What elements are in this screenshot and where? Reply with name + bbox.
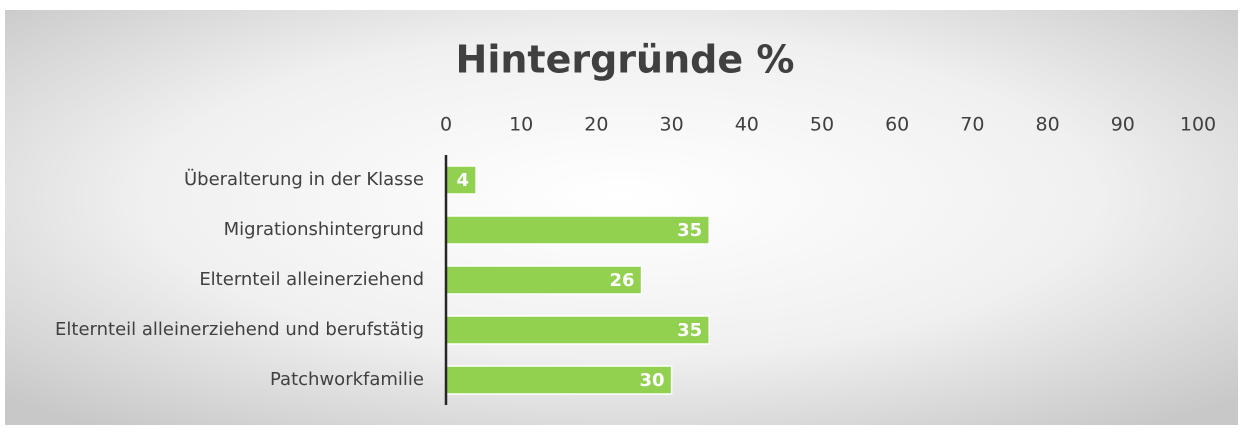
value-label: 26 — [609, 270, 634, 291]
value-label: 4 — [457, 170, 470, 191]
x-tick-label: 30 — [660, 114, 684, 136]
x-tick-label: 80 — [1036, 114, 1060, 136]
value-label: 35 — [677, 220, 702, 241]
x-tick-label: 0 — [440, 114, 452, 136]
x-tick-label: 100 — [1180, 114, 1216, 136]
bar — [445, 365, 673, 395]
y-tick-label: Elternteil alleinerziehend — [199, 269, 424, 290]
bar — [445, 315, 710, 345]
bar — [445, 165, 477, 195]
x-tick-label: 20 — [584, 114, 608, 136]
value-label: 35 — [677, 320, 702, 341]
x-tick-label: 60 — [885, 114, 909, 136]
x-tick-label: 90 — [1111, 114, 1135, 136]
y-tick-label: Überalterung in der Klasse — [184, 168, 424, 190]
value-label: 30 — [640, 370, 665, 391]
y-tick-label: Patchworkfamilie — [270, 369, 424, 390]
y-tick-label: Migrationshintergrund — [224, 219, 424, 240]
x-tick-label: 70 — [960, 114, 984, 136]
x-tick-label: 10 — [509, 114, 533, 136]
y-tick-label: Elternteil alleinerziehend und berufstät… — [55, 319, 424, 340]
bar — [445, 265, 643, 295]
x-tick-label: 40 — [735, 114, 759, 136]
bar — [445, 215, 710, 245]
x-tick-label: 50 — [810, 114, 834, 136]
chart-title: Hintergründe % — [456, 38, 795, 82]
